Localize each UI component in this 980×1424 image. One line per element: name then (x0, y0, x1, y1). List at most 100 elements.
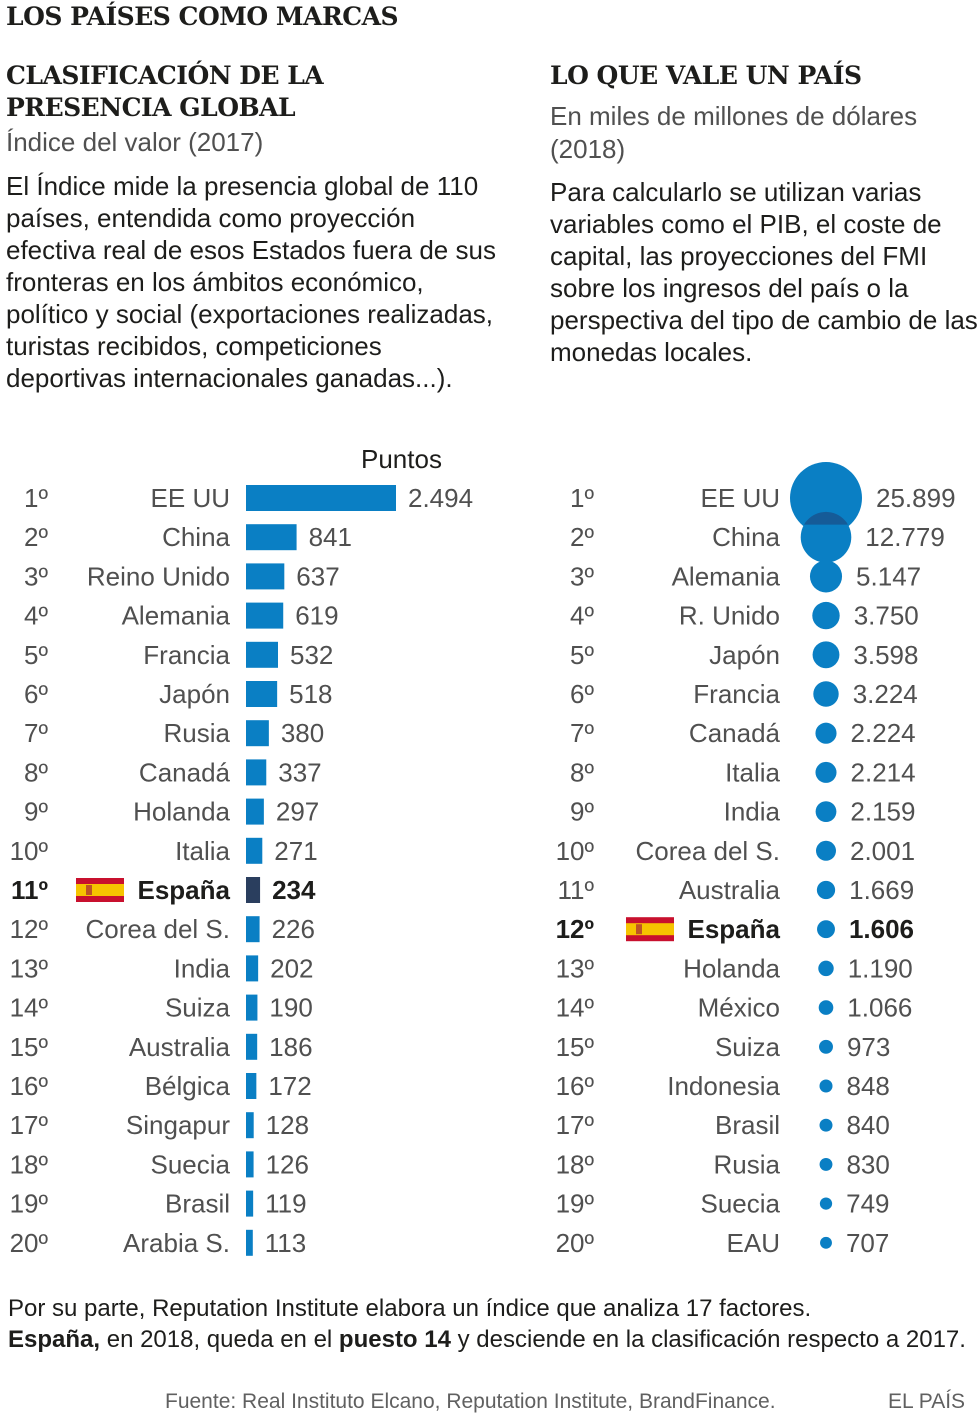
bar (246, 1033, 258, 1060)
bar-country-label: Francia (143, 640, 230, 670)
bubble (817, 920, 835, 939)
bar-value-label: 186 (269, 1032, 312, 1062)
bar-country-label: Suiza (165, 993, 231, 1023)
bar-country-label: Rusia (164, 718, 231, 748)
bar-country-label: Holanda (133, 797, 230, 827)
bubble (809, 560, 843, 593)
left-chart-subtitle: Índice del valor (2017) (6, 127, 264, 157)
bar-rank-label: 15º (10, 1032, 49, 1062)
bubble-country-label: Japón (709, 640, 780, 670)
left-chart-description: El Índice mide la presencia global de 11… (6, 171, 496, 393)
bubble-rank-label: 1º (570, 483, 594, 513)
bar (246, 1112, 254, 1139)
bubble (819, 1118, 833, 1132)
bubble-value-label: 3.224 (853, 679, 918, 709)
bubble (820, 1236, 832, 1249)
bar-rank-label: 20º (10, 1228, 49, 1258)
bubble (812, 601, 840, 630)
bubble-rank-label: 12º (556, 914, 595, 944)
bubble-rank-label: 8º (570, 757, 594, 787)
bubble-rank-label: 3º (570, 561, 594, 591)
footnote-text-1: Por su parte, Reputation Institute elabo… (8, 1295, 812, 1322)
bubble (816, 880, 836, 900)
bubble-country-label: Australia (679, 875, 781, 905)
bar (246, 720, 269, 747)
bubble-value-label: 3.598 (853, 640, 918, 670)
bubble-value-label: 25.899 (876, 483, 956, 513)
bar (246, 837, 263, 864)
main-title: LOS PAÍSES COMO MARCAS (6, 2, 399, 31)
bar-rank-label: 9º (24, 797, 48, 827)
bar-value-label: 226 (272, 914, 315, 944)
bar-chart-unit-label: Puntos (361, 444, 442, 474)
bubble-rank-label: 17º (556, 1110, 595, 1140)
left-chart-title: CLASIFICACIÓN DE LA PRESENCIA GLOBAL (6, 61, 324, 122)
footnote-bold-rank: puesto 14 (338, 1326, 451, 1353)
bar-value-label: 841 (309, 522, 352, 552)
bubble-rank-label: 5º (570, 640, 594, 670)
bar-value-label: 2.494 (408, 483, 473, 513)
bar-country-label: Brasil (165, 1189, 230, 1219)
bar-country-label: Singapur (126, 1110, 230, 1140)
bar-rank-label: 11º (11, 875, 48, 905)
bubble-value-label: 749 (846, 1189, 889, 1219)
bar (246, 681, 278, 707)
bubble-rank-label: 18º (556, 1149, 595, 1179)
footnote-bold-spain: España, (8, 1326, 101, 1353)
spain-flag-icon (626, 917, 674, 942)
bar-value-label: 619 (295, 601, 338, 631)
bubble-value-label: 2.214 (851, 757, 916, 787)
bar (246, 877, 261, 903)
bar (246, 1229, 253, 1256)
bar-rank-label: 12º (10, 914, 49, 944)
bar-country-label: Australia (129, 1032, 231, 1062)
bubble-country-label: EE UU (701, 483, 780, 513)
bubble (815, 722, 837, 744)
bubble-rank-label: 13º (556, 953, 595, 983)
bubble-value-label: 2.159 (850, 797, 915, 827)
bar-rank-label: 14º (10, 993, 49, 1023)
bar (246, 602, 284, 629)
bubble-country-label: Indonesia (667, 1071, 780, 1101)
bubble (818, 960, 834, 977)
bar-country-label: EE UU (151, 483, 230, 513)
bar-value-label: 271 (274, 836, 317, 866)
bubble-country-label: México (698, 993, 780, 1023)
bubble-value-label: 1.066 (847, 993, 912, 1023)
bar-rank-label: 6º (24, 679, 48, 709)
bubble-value-label: 1.190 (848, 953, 913, 983)
bubble (813, 681, 839, 707)
spain-flag-icon (76, 878, 124, 902)
bubble-country-label: Alemania (672, 561, 781, 591)
bar-value-label: 190 (269, 993, 312, 1023)
bubble-rank-label: 15º (556, 1032, 595, 1062)
bar-country-label: China (162, 522, 230, 552)
bar (246, 798, 264, 825)
bubble-rank-label: 7º (570, 718, 594, 748)
bubble-rank-label: 19º (556, 1189, 595, 1219)
bar (246, 1151, 254, 1178)
bubble (819, 1039, 833, 1054)
bubble-value-label: 1.669 (849, 875, 914, 905)
bubble (819, 1079, 833, 1093)
bar-value-label: 234 (272, 875, 316, 905)
bar-country-label: Suecia (151, 1149, 231, 1179)
bubble-country-label: Brasil (715, 1110, 780, 1140)
bubble-country-label: Francia (693, 679, 780, 709)
bubble-rank-label: 6º (570, 679, 594, 709)
bar-rank-label: 2º (24, 522, 48, 552)
bar (246, 1190, 254, 1217)
bubble-country-label: Italia (725, 757, 780, 787)
presence-bar-chart: Puntos 1º EE UU 2.494 2º China 841 3º Reino Unid… (10, 444, 474, 1258)
bubble-country-label: España (688, 914, 781, 944)
bar-value-label: 202 (270, 953, 313, 983)
bar (246, 641, 278, 668)
bar-rank-label: 17º (10, 1110, 49, 1140)
bar-value-label: 113 (265, 1228, 306, 1258)
bar-value-label: 337 (278, 757, 321, 787)
bar (246, 485, 396, 511)
bar-rank-label: 7º (24, 718, 48, 748)
bar (246, 524, 297, 551)
bar-country-label: Canadá (139, 757, 231, 787)
bubble-country-label: Canadá (689, 718, 781, 748)
